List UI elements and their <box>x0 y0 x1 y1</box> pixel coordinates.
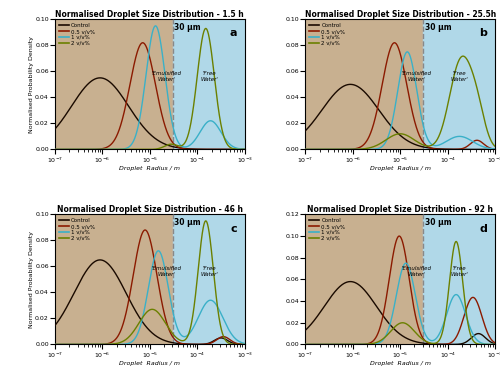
X-axis label: Droplet  Radius / m: Droplet Radius / m <box>370 361 430 366</box>
Legend: Control, 0.5 v/v%, 1 v/v%, 2 v/v%: Control, 0.5 v/v%, 1 v/v%, 2 v/v% <box>58 22 96 47</box>
Text: 30 μm: 30 μm <box>174 218 201 227</box>
Text: 'Emulsified
Water': 'Emulsified Water' <box>152 266 182 277</box>
Text: a: a <box>230 29 237 38</box>
Title: Normalised Droplet Size Distribution - 25.5h: Normalised Droplet Size Distribution - 2… <box>304 10 496 19</box>
Bar <box>55 19 172 149</box>
Title: Normalised Droplet Size Distribution - 1.5 h: Normalised Droplet Size Distribution - 1… <box>56 10 244 19</box>
Title: Normalised Droplet Size Distribution - 46 h: Normalised Droplet Size Distribution - 4… <box>57 205 243 214</box>
Text: d: d <box>480 224 488 233</box>
X-axis label: Droplet  Radius / m: Droplet Radius / m <box>120 361 180 366</box>
Text: 'Emulsified
Water': 'Emulsified Water' <box>152 71 182 82</box>
Text: 'Free
Water': 'Free Water' <box>450 266 468 277</box>
Text: 30 μm: 30 μm <box>174 23 201 32</box>
Text: 'Emulsified
Water': 'Emulsified Water' <box>402 71 432 82</box>
Text: 'Free
Water': 'Free Water' <box>450 71 468 82</box>
Title: Normalised Droplet Size Distribution - 92 h: Normalised Droplet Size Distribution - 9… <box>307 205 493 214</box>
Legend: Control, 0.5 v/v%, 1 v/v%, 2 v/v%: Control, 0.5 v/v%, 1 v/v%, 2 v/v% <box>58 217 96 242</box>
Text: 'Emulsified
Water': 'Emulsified Water' <box>402 266 432 277</box>
Text: 'Free
Water': 'Free Water' <box>200 266 218 277</box>
Text: b: b <box>480 29 488 38</box>
Bar <box>306 214 423 344</box>
Legend: Control, 0.5 v/v%, 1 v/v%, 2 v/v%: Control, 0.5 v/v%, 1 v/v%, 2 v/v% <box>308 22 346 47</box>
X-axis label: Droplet  Radius / m: Droplet Radius / m <box>370 166 430 171</box>
Y-axis label: Normalised Probability Density: Normalised Probability Density <box>28 231 34 328</box>
Text: 'Free
Water': 'Free Water' <box>200 71 218 82</box>
X-axis label: Droplet  Radius / m: Droplet Radius / m <box>120 166 180 171</box>
Text: 30 μm: 30 μm <box>424 23 451 32</box>
Text: 30 μm: 30 μm <box>424 218 451 227</box>
Y-axis label: Normalised Probability Density: Normalised Probability Density <box>28 36 34 133</box>
Text: c: c <box>230 224 237 233</box>
Bar <box>55 214 172 344</box>
Legend: Control, 0.5 v/v%, 1 v/v%, 2 v/v%: Control, 0.5 v/v%, 1 v/v%, 2 v/v% <box>308 217 346 242</box>
Bar <box>306 19 423 149</box>
